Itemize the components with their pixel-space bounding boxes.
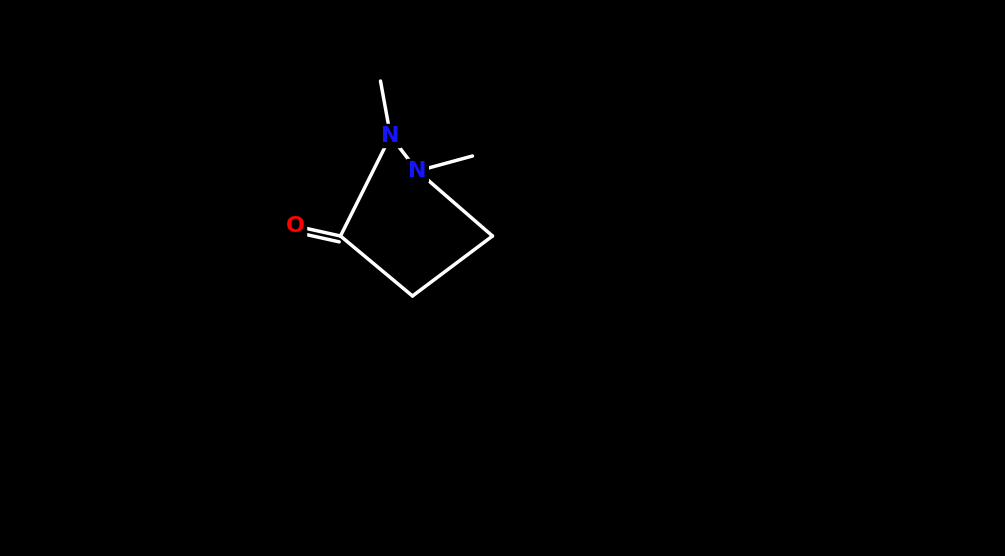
Text: N: N — [381, 126, 400, 146]
Text: O: O — [286, 216, 305, 236]
Text: N: N — [408, 161, 427, 181]
